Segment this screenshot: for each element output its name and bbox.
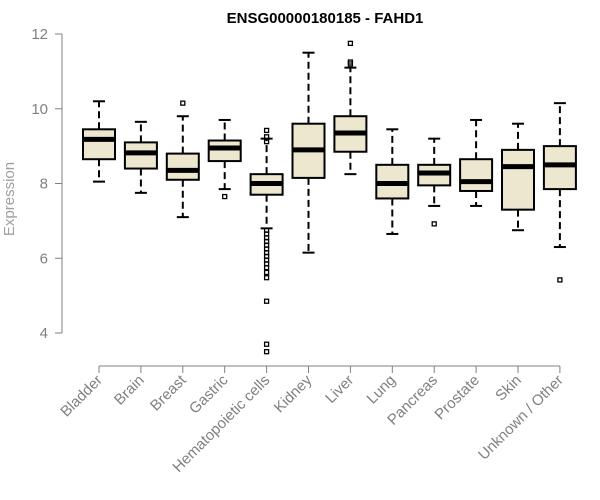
iqr-box (165, 152, 200, 181)
outlier-point (263, 134, 270, 140)
outlier-point (263, 349, 270, 355)
iqr-box (82, 128, 116, 161)
outlier-point (263, 341, 270, 347)
x-tick-label: Kidney (271, 371, 316, 416)
y-axis-label: Expression (1, 162, 18, 236)
box-bladder (82, 100, 116, 183)
x-tick-label: Brain (111, 372, 148, 409)
outlier-point (263, 138, 270, 145)
outlier-point (263, 298, 270, 304)
box-lung (375, 128, 410, 235)
y-tick-label: 6 (40, 250, 48, 267)
y-tick-label: 4 (40, 325, 48, 342)
outlier-point (557, 277, 563, 283)
box-breast (165, 100, 200, 219)
x-tick-label: Breast (147, 371, 190, 414)
box-gastric (207, 118, 242, 200)
outlier-point (263, 275, 270, 281)
x-tick-label: Lung (364, 372, 400, 408)
outlier-point (263, 264, 270, 271)
iqr-box (459, 158, 494, 192)
iqr-box (542, 145, 577, 191)
iqr-box (123, 141, 158, 170)
outlier-point (347, 40, 354, 46)
iqr-box (501, 148, 535, 211)
box-pancreas (417, 137, 452, 227)
outlier-point (263, 269, 270, 276)
x-tick-label: Liver (322, 372, 357, 407)
box-brain (123, 120, 158, 194)
box-liver (333, 40, 368, 176)
y-axis: 4 6 8 10 12 (31, 26, 63, 342)
outlier-point (347, 61, 354, 67)
x-tick-label: Bladder (57, 372, 106, 421)
box-kidney (291, 51, 326, 254)
outlier-point (263, 127, 270, 134)
y-tick-label: 12 (31, 26, 48, 43)
box-hematopoietic-cells (249, 127, 284, 355)
box-prostate (459, 118, 494, 207)
chart-title: ENSG00000180185 - FAHD1 (227, 10, 424, 27)
x-tick-label: Prostate (431, 372, 483, 424)
outlier-point (222, 193, 228, 200)
outlier-point (431, 221, 437, 227)
box-skin (501, 122, 535, 232)
y-tick-label: 10 (31, 101, 48, 118)
iqr-box (207, 139, 242, 163)
box-unknown-other (542, 102, 577, 283)
x-tick-label: Skin (492, 372, 525, 405)
outlier-point (180, 100, 186, 106)
box-series (82, 40, 577, 355)
y-tick-label: 8 (40, 176, 48, 193)
